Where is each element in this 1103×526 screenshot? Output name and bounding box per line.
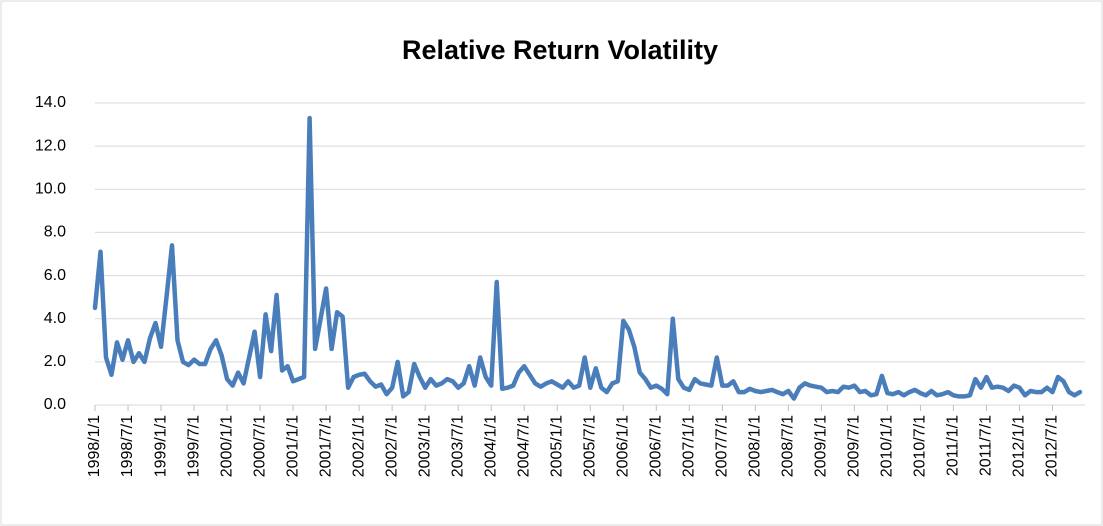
y-tick-label: 10.0 [35,181,66,198]
x-tick-label: 2011/7/1 [978,415,995,476]
x-tick-label: 2004/7/1 [515,415,532,477]
x-tick-label: 1999/7/1 [185,415,202,477]
x-tick-label: 2008/1/1 [747,415,764,477]
x-tick-label: 2008/7/1 [780,415,797,477]
y-tick-label: 0.0 [44,396,66,413]
x-tick-label: 2010/7/1 [912,415,929,477]
data-line [92,115,1083,401]
x-tick-label: 2009/7/1 [846,415,863,477]
x-tick-label: 1998/7/1 [119,415,136,477]
x-tick-label: 2002/1/1 [350,415,367,477]
x-tick-label: 2000/7/1 [251,415,268,477]
x-tick-label: 2007/1/1 [681,415,698,477]
x-tick-label: 2003/1/1 [416,415,433,477]
y-tick-label: 8.0 [44,224,66,241]
x-tick-label: 2011/1/1 [945,415,962,476]
x-tick-label: 2002/7/1 [383,415,400,477]
x-tick-label: 1999/1/1 [152,415,169,477]
x-tick-label: 2012/1/1 [1011,415,1028,477]
x-tick-label: 2001/1/1 [284,415,301,477]
x-tick-label: 2000/1/1 [218,415,235,477]
x-tick-label: 2006/1/1 [614,415,631,477]
x-tick-label: 2005/7/1 [581,415,598,477]
x-tick-label: 2005/1/1 [548,415,565,477]
y-tick-label: 14.0 [35,94,66,111]
y-tick-label: 4.0 [44,310,66,327]
x-tick-label: 2004/1/1 [482,415,499,477]
y-tick-label: 6.0 [44,267,66,284]
x-tick-label: 2001/7/1 [317,415,334,477]
x-tick-label: 1998/1/1 [86,415,103,477]
chart-title: Relative Return Volatility [402,35,718,65]
x-tick-label: 2007/7/1 [714,415,731,477]
x-tick-label: 2003/7/1 [449,415,466,477]
y-tick-label: 12.0 [35,137,66,154]
x-tick-label: 2009/1/1 [813,415,830,477]
y-tick-label: 2.0 [44,353,66,370]
x-tick-label: 2010/1/1 [879,415,896,477]
x-tick-label: 2012/7/1 [1044,415,1061,477]
x-tick-label: 2006/7/1 [648,415,665,477]
